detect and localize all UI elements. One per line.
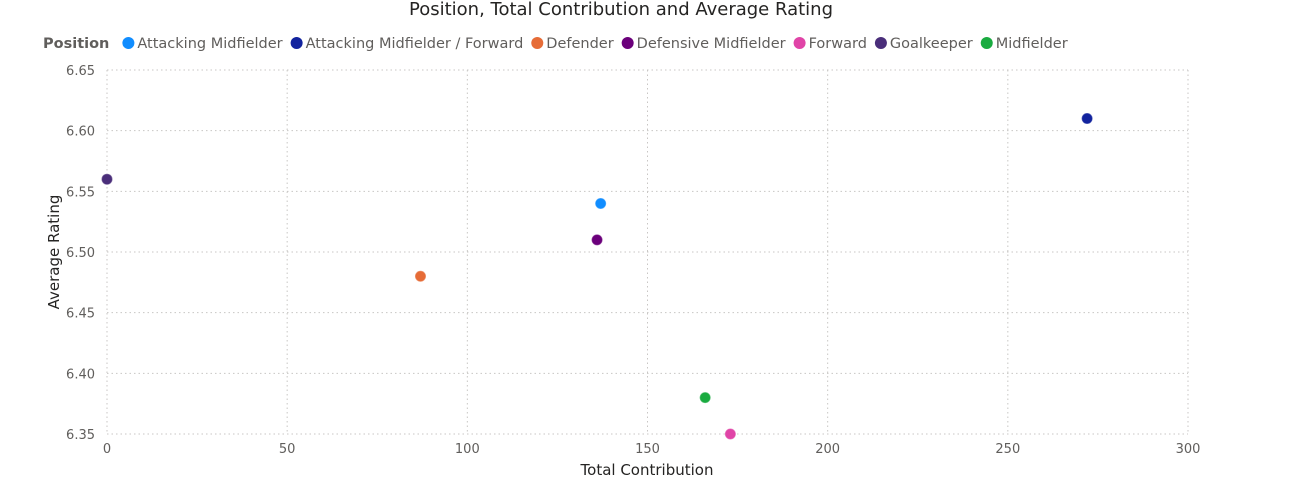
data-point[interactable]: [591, 233, 604, 246]
x-tick-label: 0: [103, 442, 111, 457]
data-point[interactable]: [594, 197, 607, 210]
x-tick-label: 200: [815, 442, 840, 457]
x-tick-label: 250: [995, 442, 1020, 457]
legend-marker: [290, 37, 303, 49]
legend-label: Defender: [546, 36, 613, 52]
y-tick-label: 6.55: [66, 185, 95, 200]
x-tick-label: 300: [1176, 442, 1201, 457]
y-tick-label: 6.40: [66, 367, 95, 382]
y-axis-title: Average Rating: [45, 195, 63, 310]
legend-marker: [874, 37, 887, 49]
legend-label: Midfielder: [996, 36, 1068, 52]
x-tick-label: 50: [279, 442, 296, 457]
legend-marker: [793, 37, 806, 49]
legend-marker: [531, 37, 544, 49]
data-point[interactable]: [1081, 112, 1094, 125]
y-tick-label: 6.65: [66, 64, 95, 79]
y-axis-ticks: 6.35 6.40 6.45 6.50 6.55 6.60 6.65: [66, 64, 95, 443]
data-points: [101, 112, 1094, 440]
x-tick-label: 150: [635, 442, 660, 457]
x-axis-ticks: 0 50 100 150 200 250 300: [103, 442, 1201, 457]
y-tick-label: 6.45: [66, 307, 95, 322]
y-tick-label: 6.50: [66, 246, 95, 261]
legend-marker: [122, 37, 135, 49]
legend-marker: [621, 37, 634, 49]
data-point[interactable]: [699, 391, 712, 404]
x-tick-label: 100: [455, 442, 480, 457]
legend-marker: [980, 37, 993, 49]
x-axis-title: Total Contribution: [580, 461, 714, 479]
data-point[interactable]: [414, 270, 427, 283]
legend: Position Attacking Midfielder Attacking M…: [43, 36, 1068, 52]
legend-label: Attacking Midfielder: [137, 36, 282, 52]
data-point[interactable]: [101, 173, 113, 186]
legend-title: Position: [43, 36, 109, 52]
data-point[interactable]: [724, 428, 737, 440]
legend-label: Goalkeeper: [890, 36, 973, 52]
y-tick-label: 6.35: [66, 428, 95, 443]
grid: [106, 69, 1189, 435]
chart-title: Position, Total Contribution and Average…: [409, 0, 833, 20]
legend-label: Defensive Midfielder: [637, 36, 786, 52]
y-tick-label: 6.60: [66, 125, 95, 140]
legend-label: Attacking Midfielder / Forward: [306, 36, 524, 52]
legend-label: Forward: [809, 36, 867, 52]
